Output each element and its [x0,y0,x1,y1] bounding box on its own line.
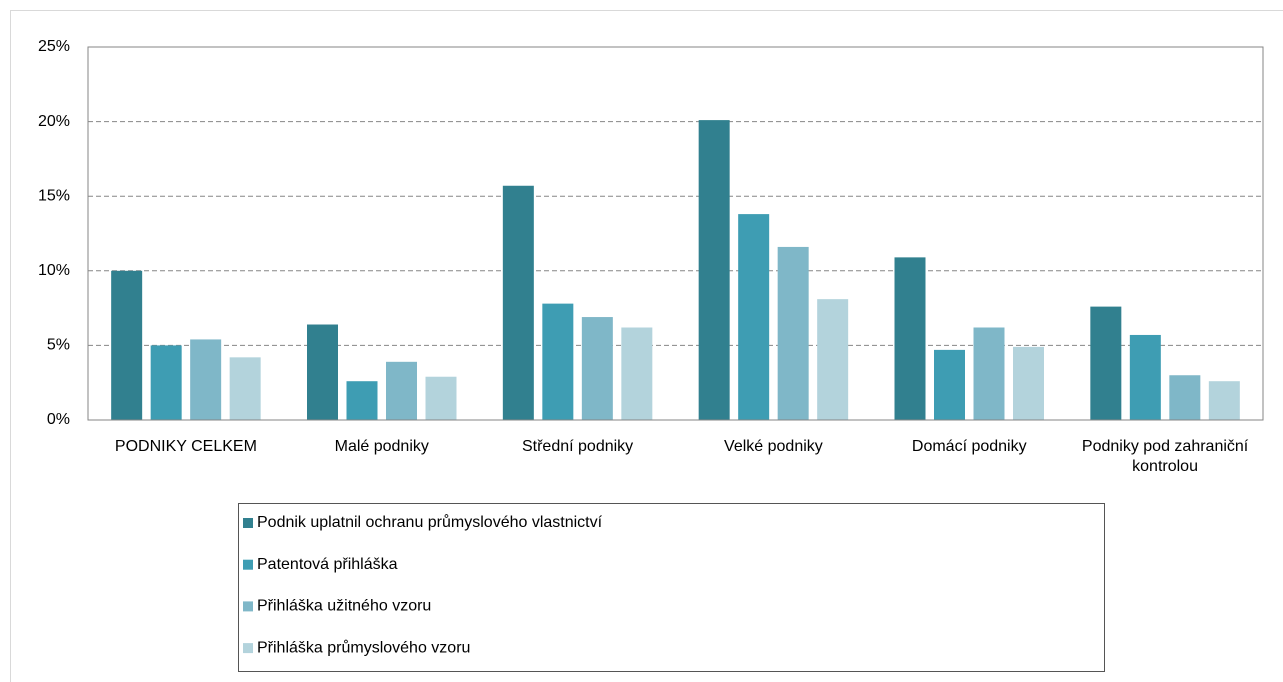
bar [229,357,261,420]
bar [738,214,770,420]
bar [346,381,378,420]
legend-box [238,503,1105,672]
bar [502,185,534,420]
x-tick-label: Velké podniky [724,438,823,455]
bar [894,257,926,420]
bar [1169,375,1201,420]
bar [698,120,730,420]
bar [973,327,1005,420]
bar [1208,381,1240,420]
x-tick-label: Podniky pod zahraniční kontrolou [1081,438,1249,475]
bar [1013,346,1044,420]
legend-label: Podnik uplatnil ochranu průmyslového vla… [257,513,603,531]
x-tick-label: Střední podniky [521,438,634,455]
x-tick-label: Domácí podniky [911,438,1027,455]
bar [542,303,574,420]
y-tick-label: 15% [38,187,70,204]
x-tick-label: PODNIKY CELKEM [114,438,257,455]
bar [581,317,613,420]
plot-border [87,46,1264,421]
y-tick-label: 0% [47,411,70,428]
bar [190,339,222,420]
bar [111,270,143,420]
y-tick-label: 5% [47,337,70,354]
bar [307,324,338,420]
bar [621,327,653,420]
legend-swatch [243,559,253,570]
bar [934,349,965,420]
bar [1129,334,1161,420]
legend-swatch [243,518,253,528]
bar [817,299,849,420]
legend-label: Přihláška užitného vzoru [257,598,431,615]
y-tick-label: 20% [38,113,70,130]
y-tick-label: 10% [38,262,70,279]
chart-border [10,10,1283,682]
bar [386,361,417,420]
legend-swatch [243,601,253,612]
x-tick-label: Malé podniky [334,438,429,455]
bar [150,345,182,420]
bar [1090,306,1122,420]
y-tick-label: 25% [38,38,70,55]
bar [425,376,457,420]
legend-label: Přihláška průmyslového vzoru [257,638,470,656]
legend-swatch [243,643,253,654]
bar [777,246,809,420]
legend-label: Patentová přihláška [257,556,398,573]
